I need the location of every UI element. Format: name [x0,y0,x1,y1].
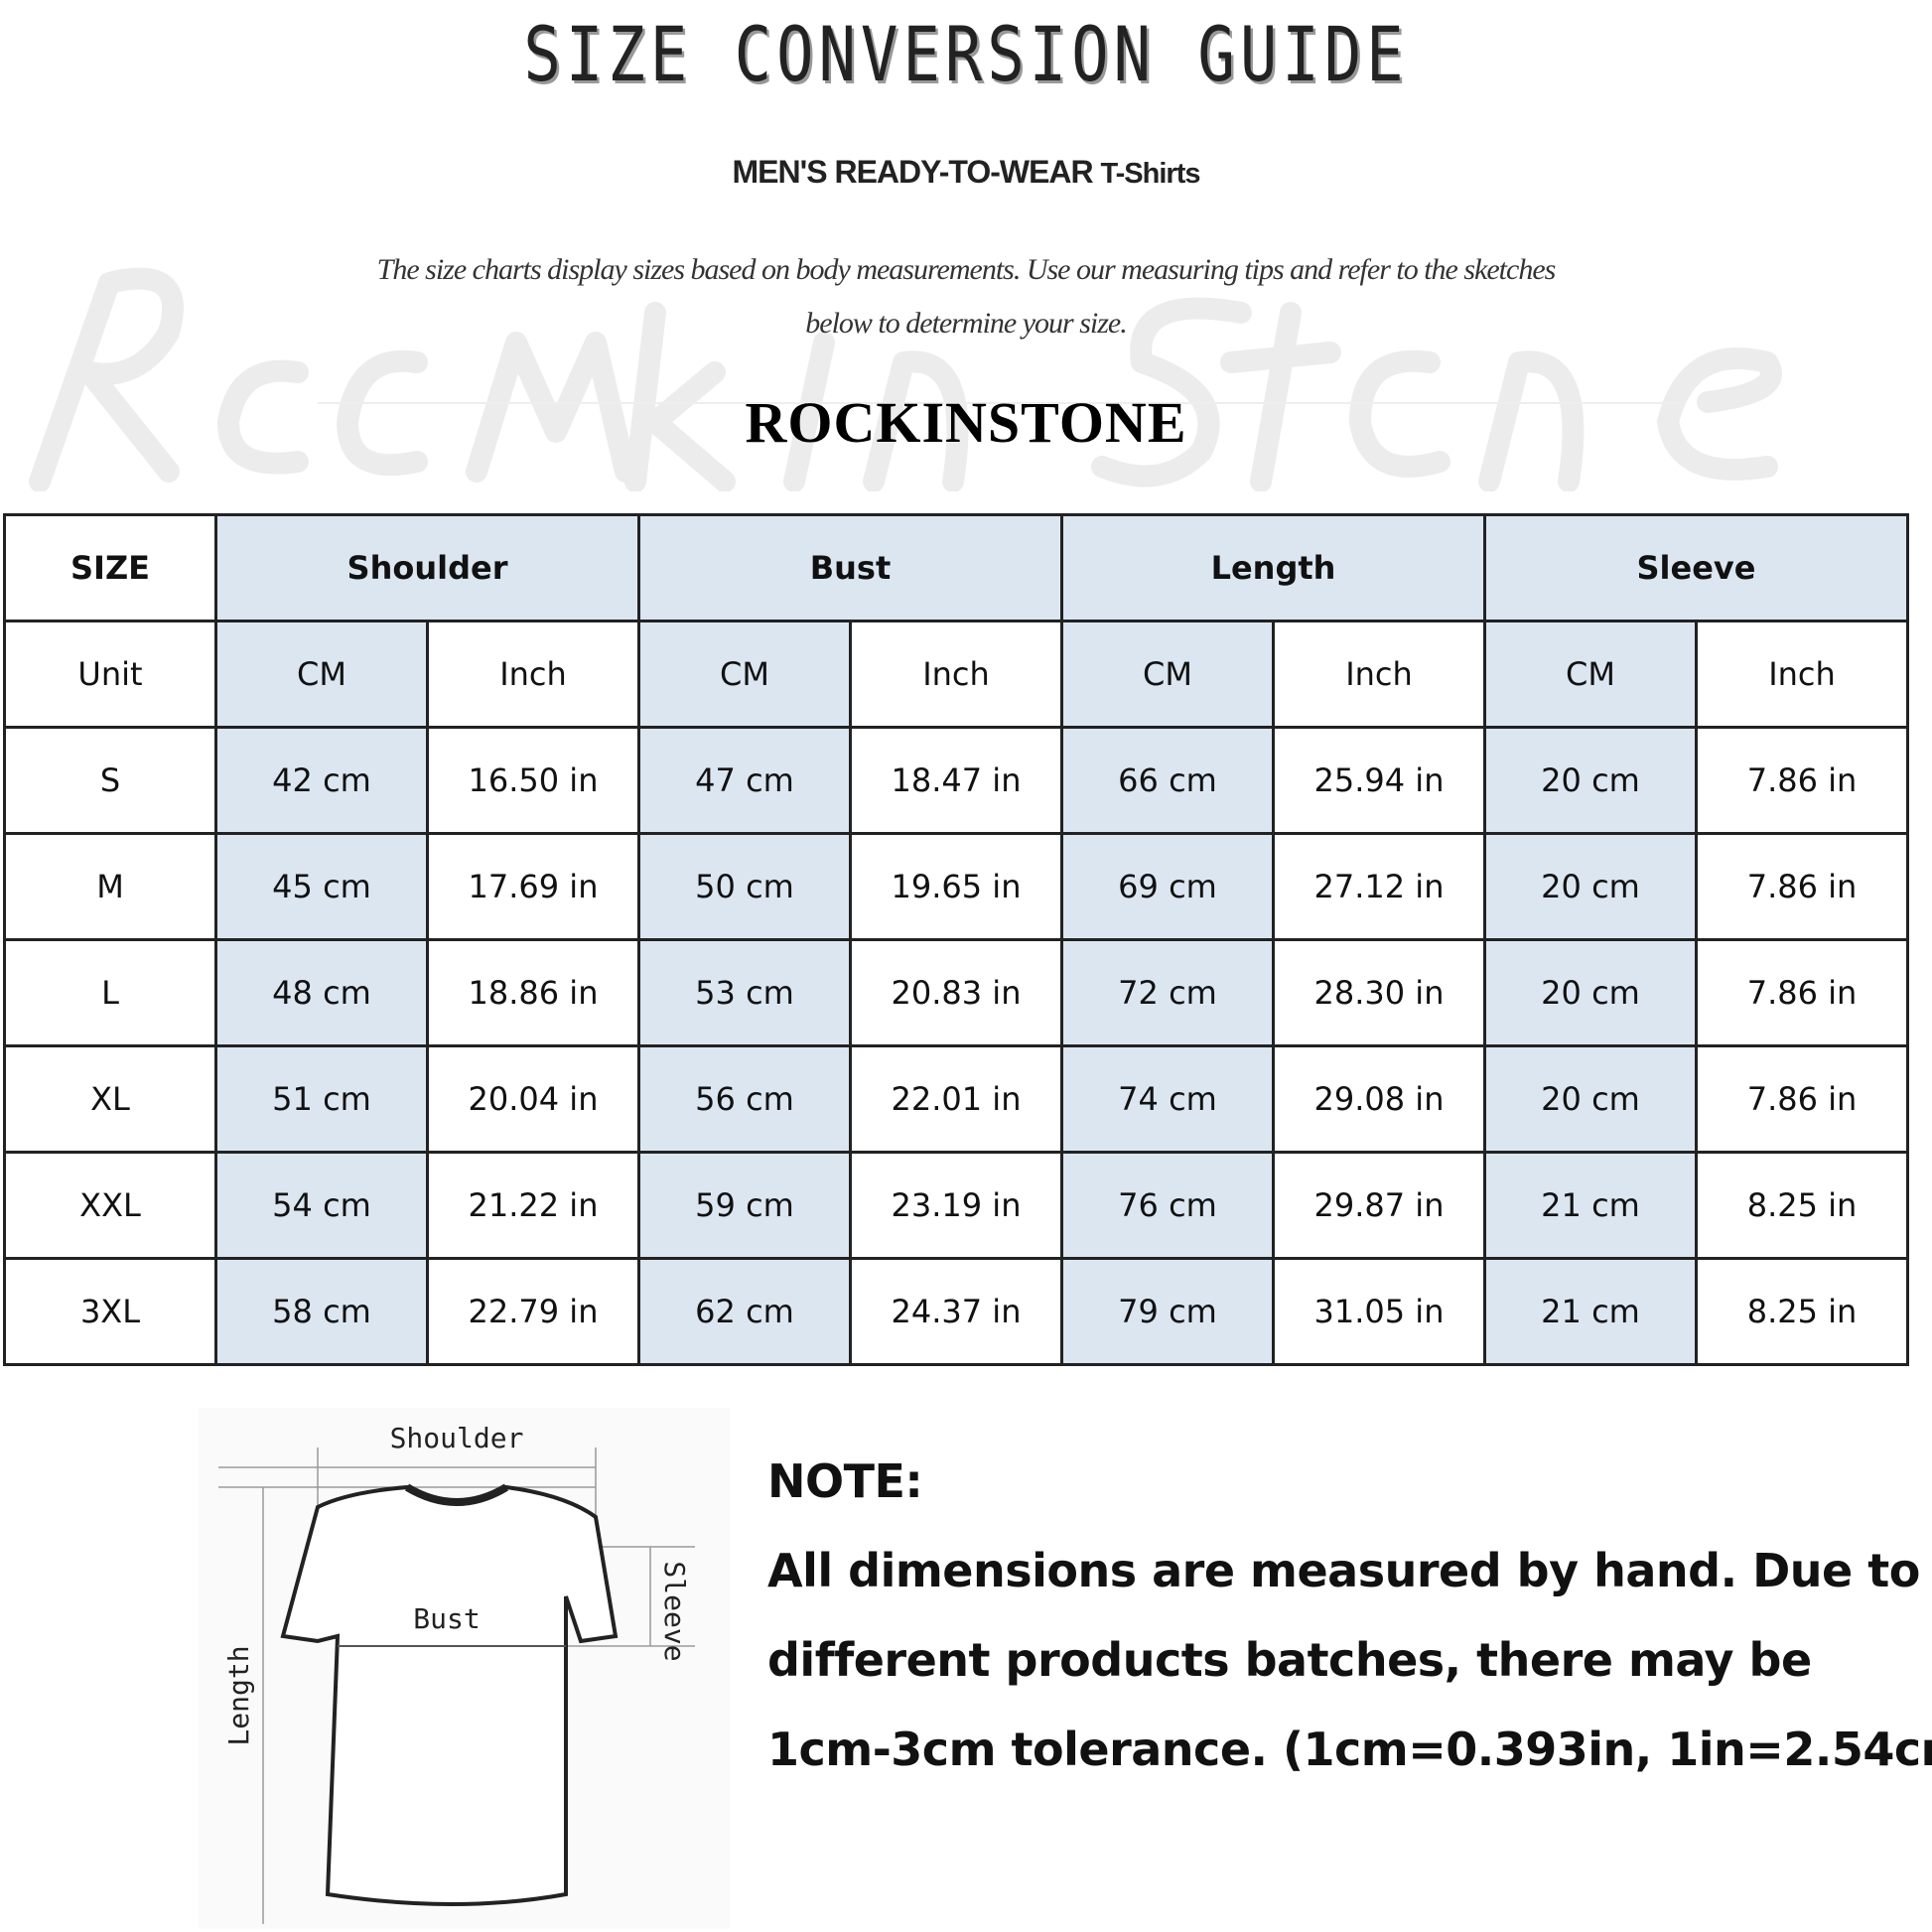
intro-text-line-1: The size charts display sizes based on b… [376,253,1557,286]
table-row: S 42 cm 16.50 in 47 cm 18.47 in 66 cm 25.94 in… [3,726,1909,835]
note-line-2: different products batches, there may be [767,1633,1812,1687]
measurement-cell: 18.86 in [426,938,640,1047]
measurement-cell: 76 cm [1060,1151,1275,1260]
measurement-cell: 31.05 in [1272,1257,1486,1366]
unit-cell: CM [1483,620,1698,729]
measurement-cell: 19.65 in [849,832,1063,941]
table-row: L 48 cm 18.86 in 53 cm 20.83 in 72 cm 28.30 in… [3,938,1909,1047]
table-row: 3XL 58 cm 22.79 in 62 cm 24.37 in 79 cm 31.05 … [3,1257,1909,1366]
measurement-cell: 21.22 in [426,1151,640,1260]
measurement-cell: 16.50 in [426,726,640,835]
measurement-cell: 54 cm [214,1151,429,1260]
label-bust: Bust [413,1602,480,1635]
header-bust: Bust [637,513,1063,622]
page-title: SIZE CONVERSION GUIDE [523,10,1409,98]
measurement-cell: 22.01 in [849,1044,1063,1154]
watermark-line [318,402,1678,404]
size-label: XXL [3,1151,217,1260]
measurement-cell: 66 cm [1060,726,1275,835]
size-label: XL [3,1044,217,1154]
header-sleeve: Sleeve [1483,513,1909,622]
tshirt-collar [404,1483,509,1506]
measurement-cell: 25.94 in [1272,726,1486,835]
unit-row: Unit CM Inch CM Inch CM Inch CM Inch [3,620,1909,729]
measurement-cell: 20 cm [1483,832,1698,941]
measurement-cell: 74 cm [1060,1044,1275,1154]
table-row: M 45 cm 17.69 in 50 cm 19.65 in 69 cm 27.12 in… [3,832,1909,941]
label-sleeve: Sleeve [658,1561,691,1661]
measurement-cell: 18.47 in [849,726,1063,835]
unit-cell: Inch [426,620,640,729]
table-row: XL 51 cm 20.04 in 56 cm 22.01 in 74 cm 29.08 i… [3,1044,1909,1154]
measurement-cell: 59 cm [637,1151,852,1260]
measurement-cell: 23.19 in [849,1151,1063,1260]
measurement-cell: 56 cm [637,1044,852,1154]
header-shoulder: Shoulder [214,513,640,622]
measurement-cell: 47 cm [637,726,852,835]
subtitle-main: MEN'S READY-TO-WEAR [732,154,1094,190]
measurement-cell: 58 cm [214,1257,429,1366]
measurement-cell: 28.30 in [1272,938,1486,1047]
unit-cell: Inch [1695,620,1909,729]
measurement-cell: 8.25 in [1695,1151,1909,1260]
tshirt-outline [280,1484,619,1906]
subtitle-product: T-Shirts [1100,158,1201,190]
label-shoulder: Shoulder [390,1422,524,1454]
measurement-cell: 29.87 in [1272,1151,1486,1260]
header-size: SIZE [3,513,217,622]
note-line-3: 1cm-3cm tolerance. (1cm=0.393in, 1in=2.5… [767,1723,1932,1776]
page-subtitle: MEN'S READY-TO-WEAR T-Shirts [0,154,1932,191]
unit-cell: CM [214,620,429,729]
tshirt-measurement-sketch: Shoulder Bust Length Sleeve [199,1408,730,1929]
measurement-cell: 50 cm [637,832,852,941]
size-label: 3XL [3,1257,217,1366]
measurement-cell: 7.86 in [1695,938,1909,1047]
size-table: SIZE Shoulder Bust Length Sleeve Unit CM I… [3,513,1909,1366]
measurement-cell: 21 cm [1483,1257,1698,1366]
size-label: S [3,726,217,835]
measurement-cell: 20.83 in [849,938,1063,1047]
group-header-row: SIZE Shoulder Bust Length Sleeve [3,513,1909,622]
note-line-1: All dimensions are measured by hand. Due… [767,1544,1920,1597]
header-length: Length [1060,513,1486,622]
measurement-cell: 42 cm [214,726,429,835]
brand-name: ROCKINSTONE [745,390,1187,455]
measurement-cell: 7.86 in [1695,1044,1909,1154]
table-row: XXL 54 cm 21.22 in 59 cm 23.19 in 76 cm 29.87 … [3,1151,1909,1260]
measurement-cell: 22.79 in [426,1257,640,1366]
brand-watermark [29,267,1782,491]
measurement-cell: 20.04 in [426,1044,640,1154]
measurement-cell: 8.25 in [1695,1257,1909,1366]
measurement-cell: 69 cm [1060,832,1275,941]
measurement-cell: 62 cm [637,1257,852,1366]
size-label: L [3,938,217,1047]
measurement-cell: 7.86 in [1695,832,1909,941]
measurement-cell: 79 cm [1060,1257,1275,1366]
measurement-cell: 48 cm [214,938,429,1047]
unit-cell: CM [637,620,852,729]
unit-label: Unit [3,620,217,729]
measurement-cell: 20 cm [1483,938,1698,1047]
unit-cell: Inch [849,620,1063,729]
measurement-cell: 53 cm [637,938,852,1047]
measurement-cell: 20 cm [1483,726,1698,835]
measurement-cell: 24.37 in [849,1257,1063,1366]
measurement-cell: 45 cm [214,832,429,941]
measurement-cell: 20 cm [1483,1044,1698,1154]
measurement-cell: 29.08 in [1272,1044,1486,1154]
note-heading: NOTE: [767,1454,923,1508]
measurement-cell: 27.12 in [1272,832,1486,941]
intro-text-line-2: below to determine your size. [805,307,1127,340]
size-label: M [3,832,217,941]
measurement-cell: 17.69 in [426,832,640,941]
measurement-cell: 51 cm [214,1044,429,1154]
measurement-cell: 21 cm [1483,1151,1698,1260]
measurement-cell: 72 cm [1060,938,1275,1047]
measurement-cell: 7.86 in [1695,726,1909,835]
unit-cell: Inch [1272,620,1486,729]
label-length: Length [222,1645,255,1745]
unit-cell: CM [1060,620,1275,729]
